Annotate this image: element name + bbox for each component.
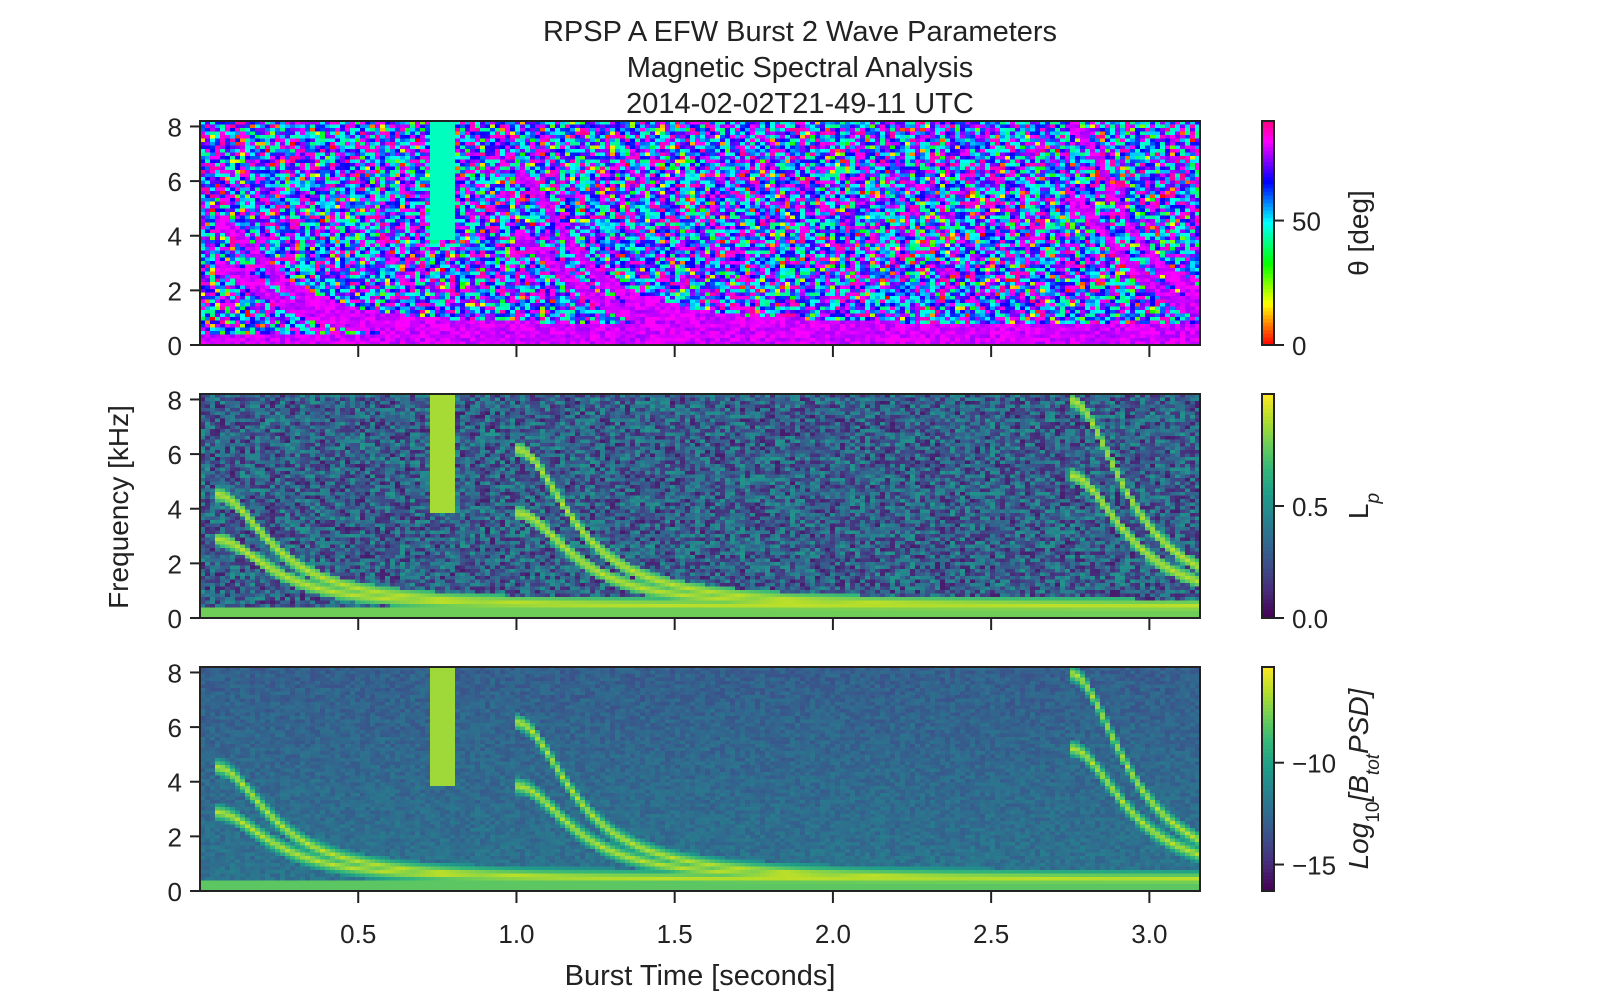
y-tick-label: 0: [168, 877, 182, 907]
colorbar-tick-label: 0: [1292, 331, 1306, 361]
panel-theta: 0 2 4 6 8 0 50 θ [deg]: [168, 112, 1374, 361]
colorbar-tick-label: 50: [1292, 207, 1321, 237]
y-tick-label: 4: [168, 768, 182, 798]
y-tick-label: 8: [168, 112, 182, 142]
y-tick-label: 2: [168, 822, 182, 852]
axes-frame-psd: [199, 666, 1201, 892]
colorbar-psd: −10 −15 Log10[BtotPSD]: [1261, 666, 1384, 892]
colorbar-tick-label: 0.5: [1292, 492, 1328, 522]
y-tick-label: 6: [168, 713, 182, 743]
x-tick-label: 2.5: [973, 919, 1009, 949]
x-tick-label: 1.0: [498, 919, 534, 949]
colorbar-tick-label: −15: [1292, 851, 1336, 881]
heatmap-theta-cells: [200, 121, 1201, 346]
shared-x-axis-label: Burst Time [seconds]: [565, 960, 836, 992]
colorbar-label-psd: Log10[BtotPSD]: [1343, 687, 1384, 869]
y-tick-label: 8: [168, 658, 182, 688]
x-tick-label: 3.0: [1131, 919, 1167, 949]
y-tick-label: 8: [168, 385, 182, 415]
y-tick-label: 0: [168, 331, 182, 361]
heatmap-Lp-cells: [200, 394, 1201, 619]
colorbar-label-Lp: Lp: [1343, 493, 1384, 519]
colorbar-label-theta: θ [deg]: [1343, 190, 1374, 276]
x-tick-label: 2.0: [815, 919, 851, 949]
shared-y-axis-label: Frequency [kHz]: [103, 405, 134, 609]
panels: 0 2 4 6 8 0 50 θ [deg] 0 2 4 6 8 0.0 0.5 Lp 0 2 4 6 8 0.5 1.0 1…: [168, 112, 1384, 949]
title-line-1: RPSP A EFW Burst 2 Wave Parameters: [0, 14, 1600, 50]
x-tick-label: 0.5: [340, 919, 376, 949]
panel-Lp: 0 2 4 6 8 0.0 0.5 Lp: [168, 385, 1384, 634]
y-tick-label: 4: [168, 222, 182, 252]
y-tick-label: 6: [168, 167, 182, 197]
colorbar-Lp: 0.0 0.5 Lp: [1261, 393, 1384, 634]
colorbar-tick-label: −10: [1292, 749, 1336, 779]
colorbar-theta: 0 50 θ [deg]: [1261, 120, 1374, 361]
axes-frame-Lp: [199, 393, 1201, 619]
y-tick-label: 4: [168, 495, 182, 525]
y-tick-label: 0: [168, 604, 182, 634]
panel-psd: 0 2 4 6 8 0.5 1.0 1.5 2.0 2.5 3.0 −10 −15 Log10[BtotP…: [168, 658, 1384, 949]
title-line-3: 2014-02-02T21-49-11 UTC: [0, 86, 1600, 122]
colorbar-tick-label: 0.0: [1292, 604, 1328, 634]
axes-frame-theta: [199, 120, 1201, 346]
y-tick-label: 2: [168, 549, 182, 579]
x-tick-label: 1.5: [657, 919, 693, 949]
y-tick-label: 6: [168, 440, 182, 470]
heatmap-psd-cells: [200, 667, 1201, 892]
y-tick-label: 2: [168, 276, 182, 306]
title-line-2: Magnetic Spectral Analysis: [0, 50, 1600, 86]
